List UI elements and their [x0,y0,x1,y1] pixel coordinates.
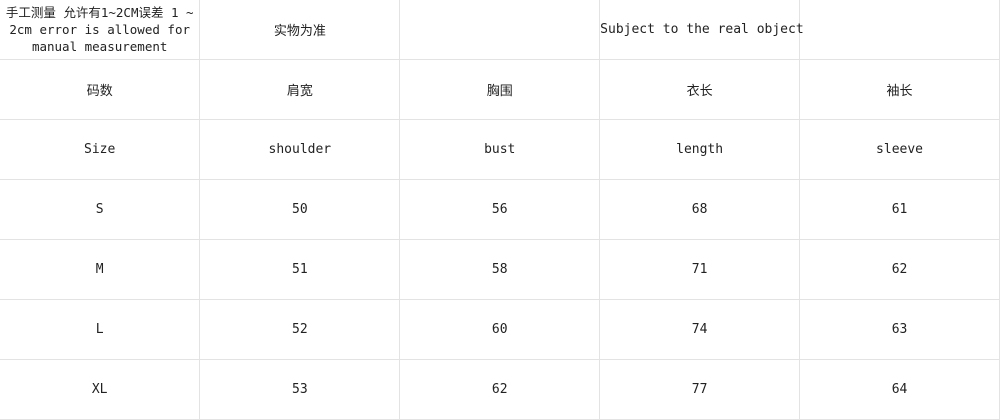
measurement-cell: 50 [199,179,401,240]
measurement-cell: 56 [399,179,601,240]
table-row: L 52 60 74 63 [0,299,1000,360]
column-header: 码数 [0,59,201,120]
size-cell: S [0,179,201,240]
header-row-en: Size shoulder bust length sleeve [0,119,1000,180]
measurement-cell: 53 [199,359,401,420]
measurement-cell: 58 [399,239,601,300]
size-cell: M [0,239,201,300]
measurement-cell: 71 [599,239,801,300]
note-row: 手工测量 允许有1~2CM误差 1 ~ 2cm error is allowed… [0,0,1000,60]
column-header: 胸围 [399,59,601,120]
measurement-cell: 77 [599,359,801,420]
empty-cell [799,0,1000,60]
measurement-cell: 62 [799,239,1000,300]
measurement-cell: 60 [399,299,601,360]
empty-cell [399,0,601,60]
column-header: shoulder [199,119,401,180]
table-row: S 50 56 68 61 [0,179,1000,240]
table-row: M 51 58 71 62 [0,239,1000,300]
measurement-cell: 68 [599,179,801,240]
column-header: Size [0,119,201,180]
measurement-cell: 61 [799,179,1000,240]
column-header: sleeve [799,119,1000,180]
column-header: 袖长 [799,59,1000,120]
measurement-cell: 52 [199,299,401,360]
measurement-cell: 74 [599,299,801,360]
column-header: 肩宽 [199,59,401,120]
en-subject-note: Subject to the real object [599,0,804,60]
measurement-cell: 63 [799,299,1000,360]
column-header: length [599,119,801,180]
header-row-cn: 码数 肩宽 胸围 衣长 袖长 [0,59,1000,120]
column-header: bust [399,119,601,180]
size-cell: L [0,299,201,360]
column-header: 衣长 [599,59,801,120]
measurement-cell: 64 [799,359,1000,420]
cn-subject-note: 实物为准 [199,0,401,60]
table-row: XL 53 62 77 64 [0,359,1000,420]
measurement-cell: 62 [399,359,601,420]
size-cell: XL [0,359,201,420]
measurement-note: 手工测量 允许有1~2CM误差 1 ~ 2cm error is allowed… [0,0,201,60]
measurement-cell: 51 [199,239,401,300]
